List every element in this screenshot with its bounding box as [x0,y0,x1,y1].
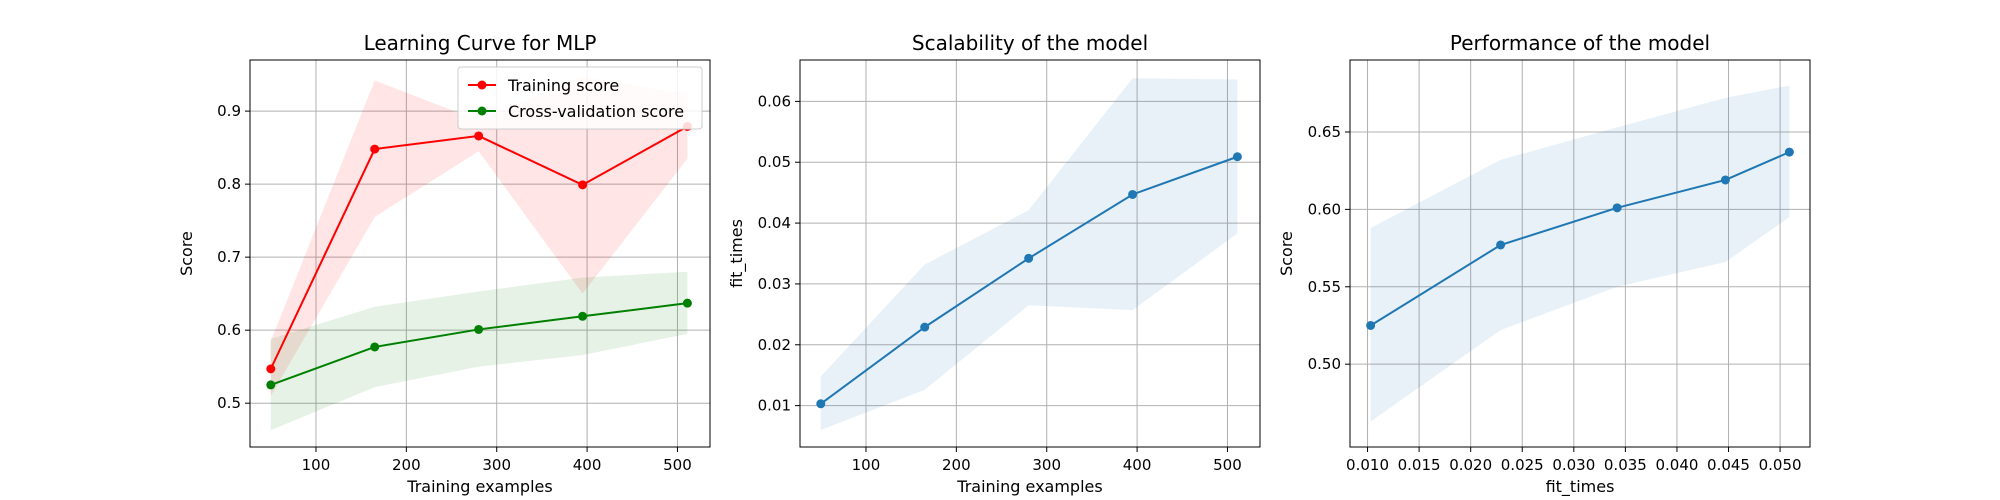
training-band [270,76,688,396]
cv-point [578,311,588,321]
y-tick-label: 0.8 [217,175,241,193]
chart-title: Scalability of the model [912,31,1148,55]
x-tick-label: 0.045 [1707,456,1750,474]
x-tick-label: 100 [852,456,881,474]
fit-times-point [1024,253,1034,263]
x-tick-label: 200 [392,456,421,474]
y-tick-label: 0.6 [217,321,241,339]
y-tick-label: 0.01 [758,397,791,415]
score-point [1612,203,1622,213]
axes-frame [799,59,1261,448]
training-point [370,144,380,154]
x-tick-label: 200 [942,456,971,474]
score-point [1496,240,1506,250]
cv-point [266,380,276,390]
x-tick-label: 500 [1213,456,1242,474]
score-band [1370,85,1790,422]
cv-point [370,342,380,352]
x-tick-label: 500 [663,456,692,474]
y-tick-label: 0.06 [758,92,791,110]
cv-point [474,324,484,334]
x-tick-label: 0.025 [1501,456,1544,474]
learning-curve-panel: 100 200 300 400 500 0.5 0.6 0.7 0.8 0.9 Learning C… [177,31,711,496]
x-tick-label: 400 [1123,456,1152,474]
fit-times-point [1232,152,1242,162]
axes-frame [1349,59,1811,448]
x-tick-label: 0.030 [1552,456,1595,474]
y-tick-label: 0.04 [758,214,791,232]
fit-times-point [1128,189,1138,199]
y-tick-label: 0.9 [217,102,241,120]
training-point [266,364,276,374]
fit-times-point [920,322,930,332]
y-tick-label: 0.5 [217,394,241,412]
x-axis-label: fit_times [1546,477,1615,497]
y-tick-label: 0.7 [217,248,241,266]
chart-title: Performance of the model [1450,31,1710,55]
legend-box [457,66,703,130]
legend: Training score Cross-validation score [457,66,703,130]
axes-frame [249,59,711,448]
cv-point [682,298,692,308]
x-tick-label: 400 [573,456,602,474]
x-tick-label: 100 [302,456,331,474]
x-tick-label: 0.020 [1449,456,1492,474]
score-point [1366,320,1376,330]
x-tick-label: 0.050 [1759,456,1802,474]
fit-times-point [816,399,826,409]
y-tick-label: 0.55 [1308,278,1341,296]
x-axis-label: Training examples [956,477,1102,496]
y-tick-label: 0.05 [758,153,791,171]
y-tick-label: 0.65 [1308,123,1341,141]
legend-marker-training [477,80,487,90]
x-tick-label: 0.035 [1604,456,1647,474]
cv-band [270,271,688,431]
chart-title: Learning Curve for MLP [364,31,597,55]
legend-label-cv: Cross-validation score [508,102,684,121]
legend-label-training: Training score [507,76,619,95]
y-tick-label: 0.50 [1308,355,1341,373]
x-tick-label: 0.010 [1346,456,1389,474]
x-axis-label: Training examples [406,477,552,496]
x-tick-label: 0.015 [1398,456,1441,474]
score-point [1784,147,1794,157]
x-tick-label: 300 [1032,456,1061,474]
training-point [578,180,588,190]
y-axis-label: fit_times [727,219,747,288]
y-axis-label: Score [1277,231,1296,276]
legend-marker-cv [477,106,487,116]
y-tick-label: 0.02 [758,336,791,354]
y-tick-label: 0.60 [1308,200,1341,218]
score-point [1720,175,1730,185]
scalability-panel: 100 200 300 400 500 0.01 0.02 0.03 0.04 0.05 0.06 S… [727,31,1261,496]
y-tick-label: 0.03 [758,275,791,293]
x-tick-label: 300 [482,456,511,474]
x-tick-label: 0.040 [1655,456,1698,474]
performance-panel: 0.010 0.015 0.020 0.025 0.030 0.035 0.040 0.045… [1277,31,1811,497]
y-axis-label: Score [177,231,196,276]
training-point [474,131,484,141]
